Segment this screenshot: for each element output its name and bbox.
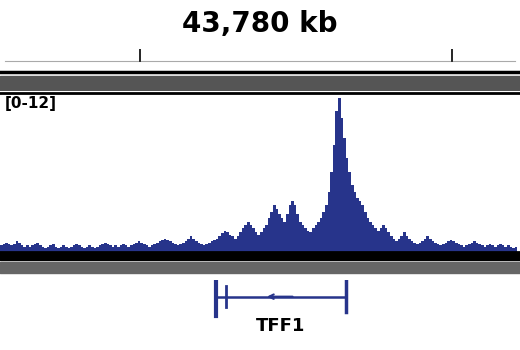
Text: 43,780 kb: 43,780 kb	[182, 10, 338, 38]
Text: TFF1: TFF1	[256, 317, 305, 335]
Text: [0-12]: [0-12]	[5, 96, 57, 111]
